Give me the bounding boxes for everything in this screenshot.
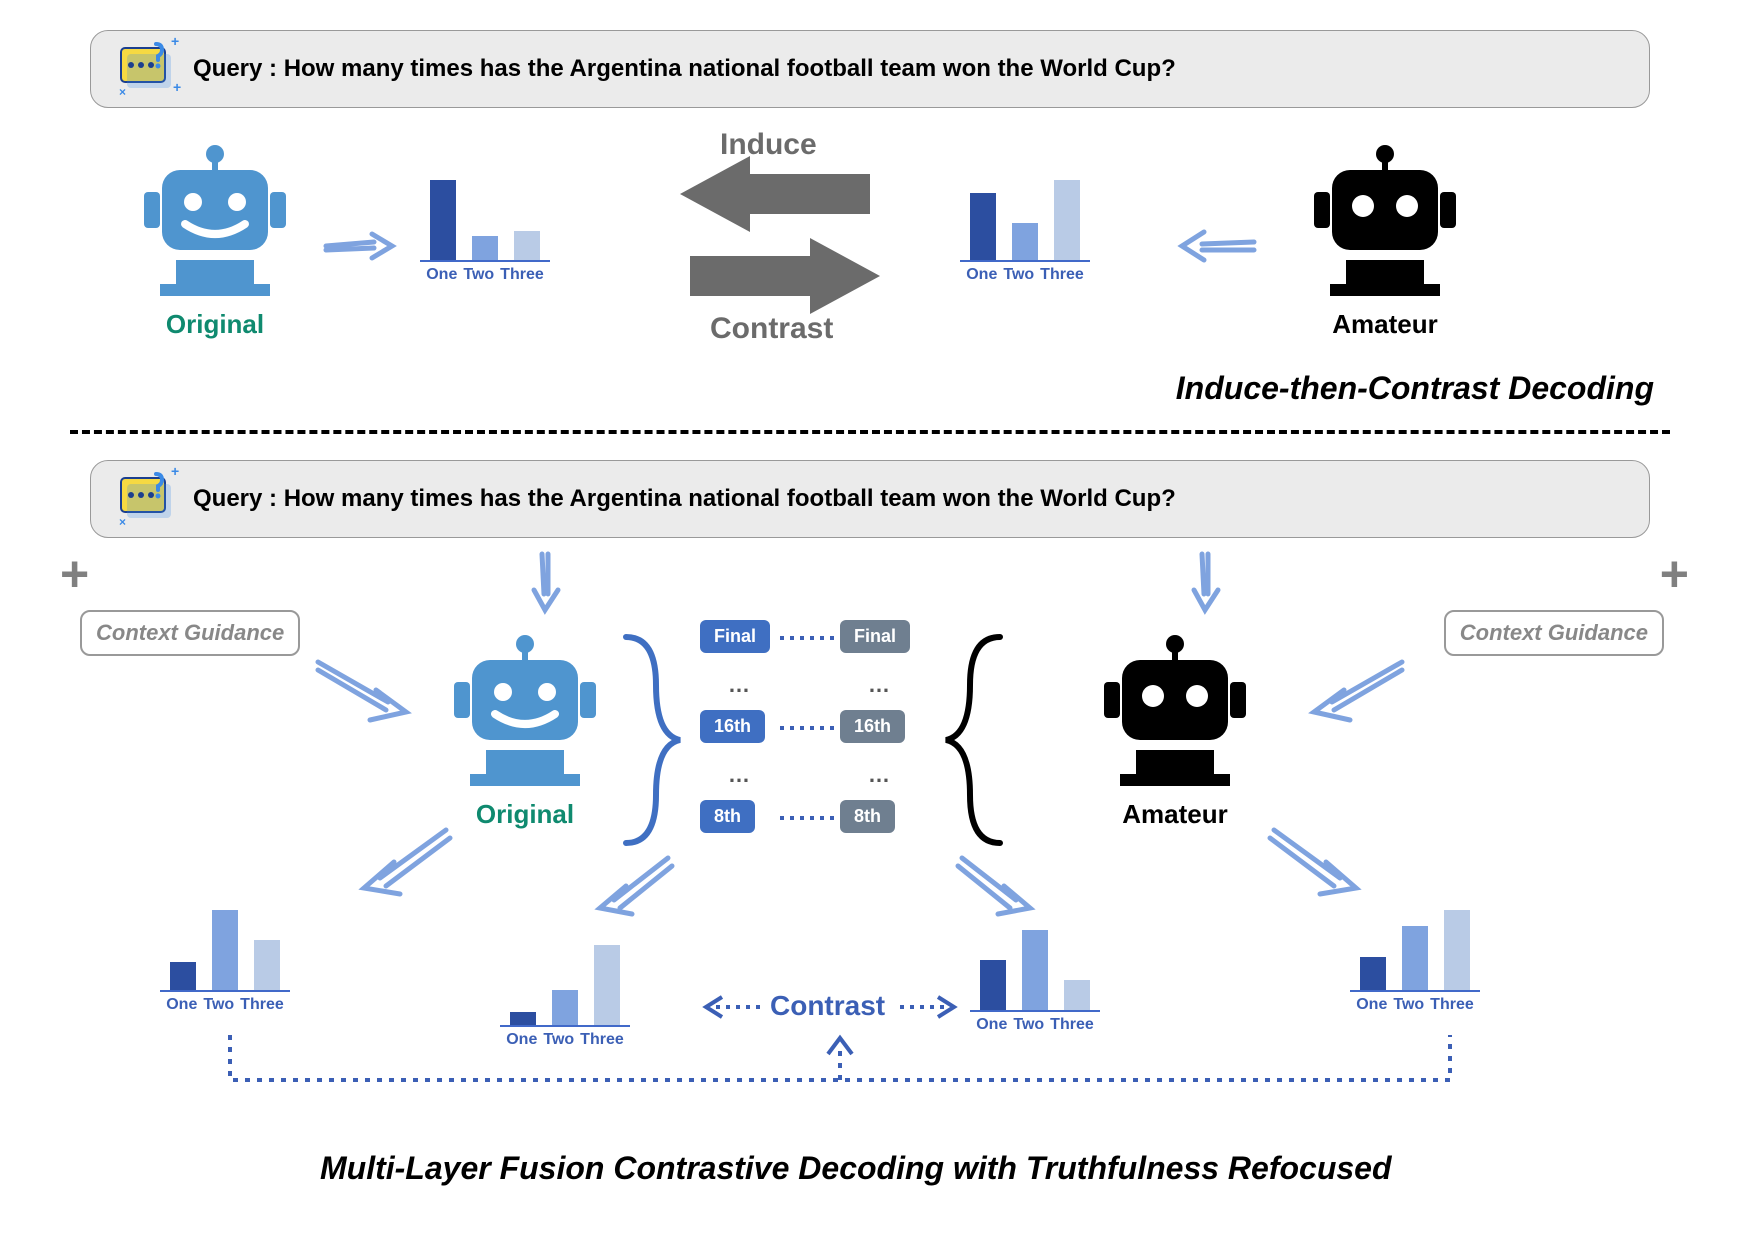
dotted-fusion-connector — [170, 1030, 1570, 1130]
query-text-bottom: Query : How many times has the Argentina… — [193, 485, 1176, 513]
context-guidance-left: Context Guidance — [80, 610, 300, 656]
arrow-diag-left-icon — [350, 820, 460, 910]
robot-black-icon — [1090, 630, 1260, 790]
bar — [1360, 957, 1386, 990]
amateur-label-bottom: Amateur — [1090, 799, 1260, 830]
amateur-label-top: Amateur — [1300, 309, 1470, 340]
bar — [1012, 223, 1038, 260]
original-label-bottom: Original — [440, 799, 610, 830]
chat-question-icon: + × + — [111, 34, 181, 104]
dashed-divider — [70, 430, 1670, 434]
induce-contrast-arrows — [640, 150, 920, 320]
plus-icon: + — [1660, 545, 1689, 603]
amateur-robot-bottom: Amateur — [1090, 630, 1260, 830]
amateur-robot-top: Amateur — [1300, 140, 1470, 340]
query-text-top: Query : How many times has the Argentina… — [193, 55, 1176, 83]
arrow-down-icon — [1180, 548, 1230, 618]
dots-icon: … — [728, 762, 750, 788]
svg-text:×: × — [119, 85, 126, 99]
section-title-top: Induce-then-Contrast Decoding — [1176, 370, 1654, 407]
svg-text:+: + — [173, 79, 181, 95]
bar — [472, 236, 498, 260]
svg-text:×: × — [119, 515, 126, 529]
chat-question-icon: + × — [111, 464, 181, 534]
bar-label: One — [166, 996, 197, 1014]
bar-label: One — [966, 266, 997, 284]
bar-label: Three — [1040, 266, 1084, 284]
plus-icon: + — [60, 545, 89, 603]
svg-text:+: + — [171, 464, 179, 479]
bar — [514, 231, 540, 260]
bar — [430, 180, 456, 260]
bar — [170, 962, 196, 990]
dotted-contrast-arrows — [700, 985, 1000, 1035]
layer-8th-left: 8th — [700, 800, 755, 833]
bar — [594, 945, 620, 1025]
brace-right-icon — [940, 625, 1010, 855]
bar-label: Three — [500, 266, 544, 284]
chart-top-right: One Two Three — [960, 180, 1090, 284]
bar-label: One — [426, 266, 457, 284]
contrast-label-top: Contrast — [710, 312, 833, 346]
bar — [552, 990, 578, 1025]
induce-label: Induce — [720, 128, 817, 162]
bar — [254, 940, 280, 990]
original-label-top: Original — [130, 309, 300, 340]
brace-left-icon — [616, 625, 686, 855]
dotted-layer-connector — [780, 620, 840, 850]
robot-blue-icon — [440, 630, 610, 790]
bar-label: Three — [1430, 996, 1474, 1014]
arrow-diag-right-icon — [1260, 820, 1370, 910]
original-robot-top: Original — [130, 140, 300, 340]
arrow-down-icon — [520, 548, 570, 618]
arrow-diag-right-icon — [310, 650, 420, 730]
bar-label: Two — [203, 996, 234, 1014]
layer-16th-left: 16th — [700, 710, 765, 743]
bar-label: Two — [463, 266, 494, 284]
dots-icon: … — [868, 672, 890, 698]
chart-top-left: One Two Three — [420, 180, 550, 284]
dots-icon: … — [868, 762, 890, 788]
arrow-diag-left-icon — [1300, 650, 1410, 730]
bar — [212, 910, 238, 990]
bar — [1022, 930, 1048, 1010]
chart-bottom-far-right: One Two Three — [1350, 910, 1480, 1014]
bar — [1054, 180, 1080, 260]
bar — [1064, 980, 1090, 1010]
robot-blue-icon — [130, 140, 300, 300]
bar-label: Three — [240, 996, 284, 1014]
chart-bottom-far-left: One Two Three — [160, 910, 290, 1014]
query-bar-bottom: + × Query : How many times has the Argen… — [90, 460, 1650, 538]
original-robot-bottom: Original — [440, 630, 610, 830]
arrow-diag-left-icon — [590, 850, 680, 930]
arrow-right-icon — [320, 220, 400, 270]
context-guidance-right: Context Guidance — [1444, 610, 1664, 656]
robot-black-icon — [1300, 140, 1470, 300]
layer-8th-right: 8th — [840, 800, 895, 833]
bar-label: Two — [1393, 996, 1424, 1014]
section-title-bottom: Multi-Layer Fusion Contrastive Decoding … — [320, 1150, 1392, 1187]
layer-final-left: Final — [700, 620, 770, 653]
bar — [1402, 926, 1428, 990]
layer-final-right: Final — [840, 620, 910, 653]
query-bar-top: + × + Query : How many times has the Arg… — [90, 30, 1650, 108]
arrow-diag-right-icon — [950, 850, 1040, 930]
layer-16th-right: 16th — [840, 710, 905, 743]
bar — [970, 193, 996, 260]
bar — [1444, 910, 1470, 990]
bar — [510, 1012, 536, 1025]
bar-label: One — [1356, 996, 1387, 1014]
svg-text:+: + — [171, 34, 179, 49]
bar-label: Two — [1003, 266, 1034, 284]
arrow-left-icon — [1170, 220, 1260, 270]
dots-icon: … — [728, 672, 750, 698]
